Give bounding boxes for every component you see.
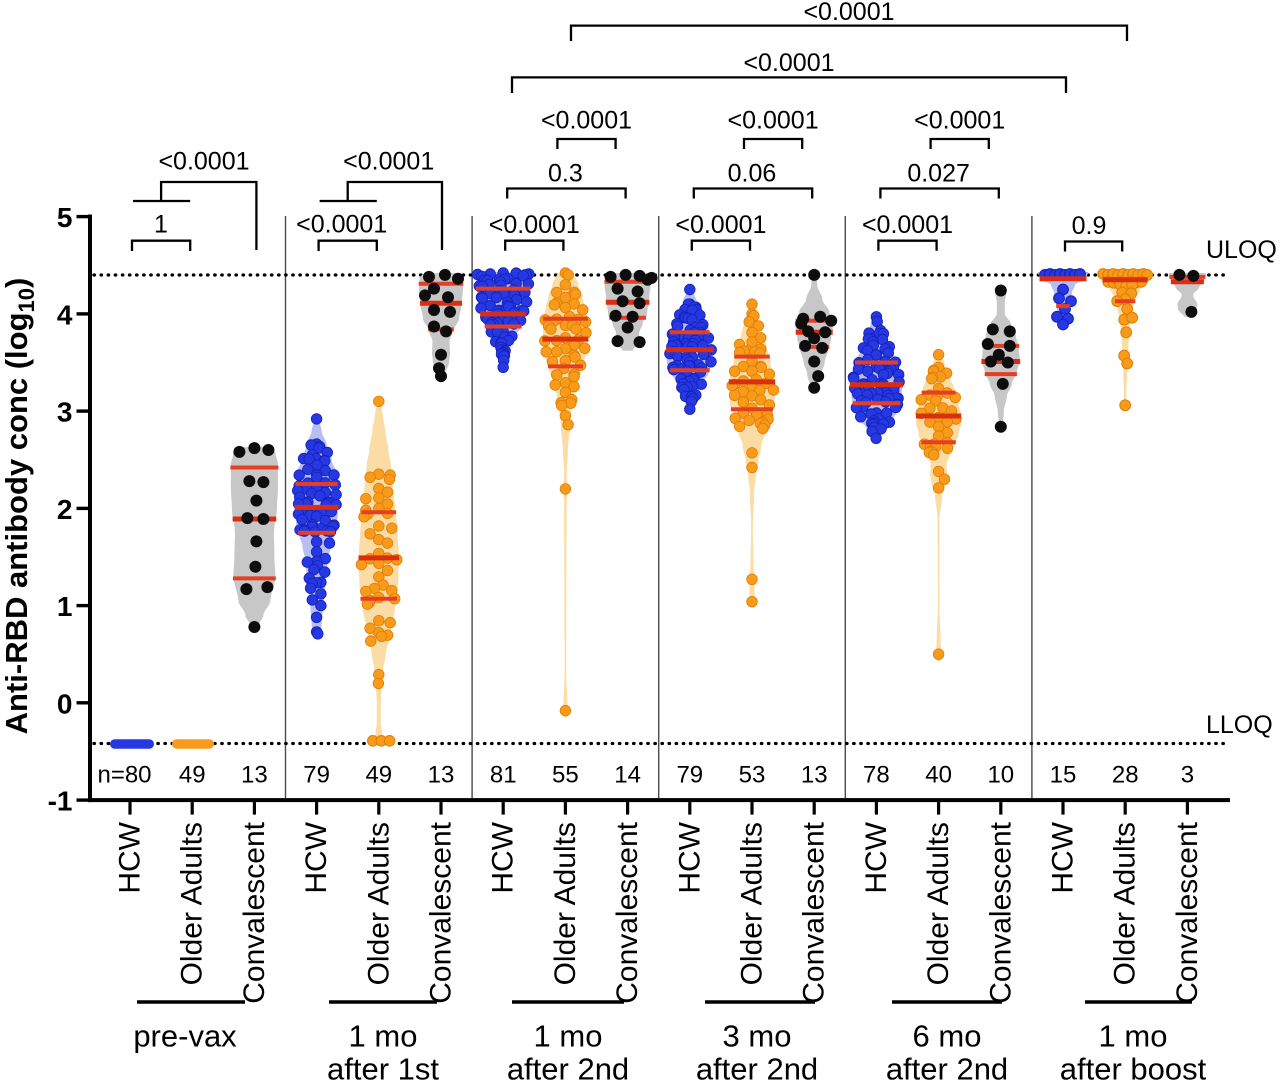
svg-text:40: 40 (925, 762, 952, 789)
svg-text:<0.0001: <0.0001 (728, 107, 819, 135)
svg-text:Convalescent: Convalescent (1171, 821, 1204, 1003)
svg-text:78: 78 (863, 762, 890, 789)
svg-text:Convalescent: Convalescent (425, 821, 458, 1003)
svg-text:HCW: HCW (673, 821, 706, 893)
svg-text:2: 2 (57, 494, 73, 525)
svg-text:<0.0001: <0.0001 (803, 0, 894, 26)
svg-text:Older Adults: Older Adults (736, 822, 769, 985)
svg-text:LLOQ: LLOQ (1206, 711, 1273, 739)
svg-text:ULOQ: ULOQ (1206, 236, 1277, 264)
svg-text:after 1st: after 1st (327, 1052, 439, 1085)
svg-text:0.9: 0.9 (1072, 212, 1107, 240)
svg-text:10: 10 (987, 762, 1014, 789)
svg-text:Older Adults: Older Adults (922, 822, 955, 985)
svg-text:1: 1 (57, 591, 73, 622)
svg-text:<0.0001: <0.0001 (489, 211, 580, 239)
svg-text:n=80: n=80 (97, 762, 151, 789)
svg-text:4: 4 (57, 299, 73, 330)
svg-text:79: 79 (303, 762, 330, 789)
svg-text:3 mo: 3 mo (723, 1019, 792, 1054)
svg-text:after 2nd: after 2nd (507, 1052, 629, 1085)
svg-text:0.3: 0.3 (548, 160, 583, 188)
svg-text:HCW: HCW (300, 821, 333, 893)
svg-text:<0.0001: <0.0001 (862, 211, 953, 239)
svg-text:49: 49 (179, 762, 206, 789)
svg-text:Convalescent: Convalescent (611, 821, 644, 1003)
svg-text:0: 0 (57, 688, 73, 719)
svg-text:5: 5 (57, 202, 73, 233)
svg-text:-1: -1 (48, 786, 73, 817)
svg-text:<0.0001: <0.0001 (343, 148, 434, 176)
svg-text:Convalescent: Convalescent (238, 821, 271, 1003)
svg-text:28: 28 (1112, 762, 1139, 789)
svg-text:<0.0001: <0.0001 (541, 107, 632, 135)
svg-text:after 2nd: after 2nd (696, 1052, 818, 1085)
svg-text:pre-vax: pre-vax (133, 1019, 237, 1054)
svg-text:after 2nd: after 2nd (886, 1052, 1008, 1085)
svg-text:55: 55 (552, 762, 579, 789)
svg-text:15: 15 (1050, 762, 1077, 789)
svg-text:Anti-RBD antibody conc (log10): Anti-RBD antibody conc (log10) (0, 278, 39, 735)
svg-text:HCW: HCW (114, 821, 147, 893)
svg-text:13: 13 (801, 762, 828, 789)
svg-text:Older Adults: Older Adults (549, 822, 582, 985)
svg-text:81: 81 (490, 762, 517, 789)
svg-text:HCW: HCW (1047, 821, 1080, 893)
svg-text:1 mo: 1 mo (1099, 1019, 1168, 1054)
svg-text:<0.0001: <0.0001 (743, 49, 834, 77)
svg-text:Convalescent: Convalescent (798, 821, 831, 1003)
svg-text:<0.0001: <0.0001 (675, 211, 766, 239)
svg-text:1 mo: 1 mo (349, 1019, 418, 1054)
svg-text:after boost: after boost (1060, 1052, 1207, 1085)
svg-text:53: 53 (739, 762, 766, 789)
svg-text:Older Adults: Older Adults (1109, 822, 1142, 985)
svg-text:3: 3 (1181, 762, 1194, 789)
svg-text:<0.0001: <0.0001 (158, 148, 249, 176)
svg-text:1 mo: 1 mo (534, 1019, 603, 1054)
svg-text:<0.0001: <0.0001 (296, 211, 387, 239)
svg-text:79: 79 (676, 762, 703, 789)
svg-text:14: 14 (614, 762, 641, 789)
svg-text:6 mo: 6 mo (913, 1019, 982, 1054)
svg-text:1: 1 (154, 211, 168, 239)
svg-text:13: 13 (428, 762, 455, 789)
svg-text:49: 49 (365, 762, 392, 789)
svg-text:HCW: HCW (487, 821, 520, 893)
svg-text:Older Adults: Older Adults (176, 822, 209, 985)
svg-text:HCW: HCW (860, 821, 893, 893)
svg-text:Convalescent: Convalescent (984, 821, 1017, 1003)
svg-text:<0.0001: <0.0001 (914, 107, 1005, 135)
svg-text:0.06: 0.06 (728, 160, 777, 188)
svg-text:0.027: 0.027 (907, 160, 970, 188)
svg-text:13: 13 (241, 762, 268, 789)
svg-text:3: 3 (57, 397, 73, 428)
svg-text:Older Adults: Older Adults (362, 822, 395, 985)
